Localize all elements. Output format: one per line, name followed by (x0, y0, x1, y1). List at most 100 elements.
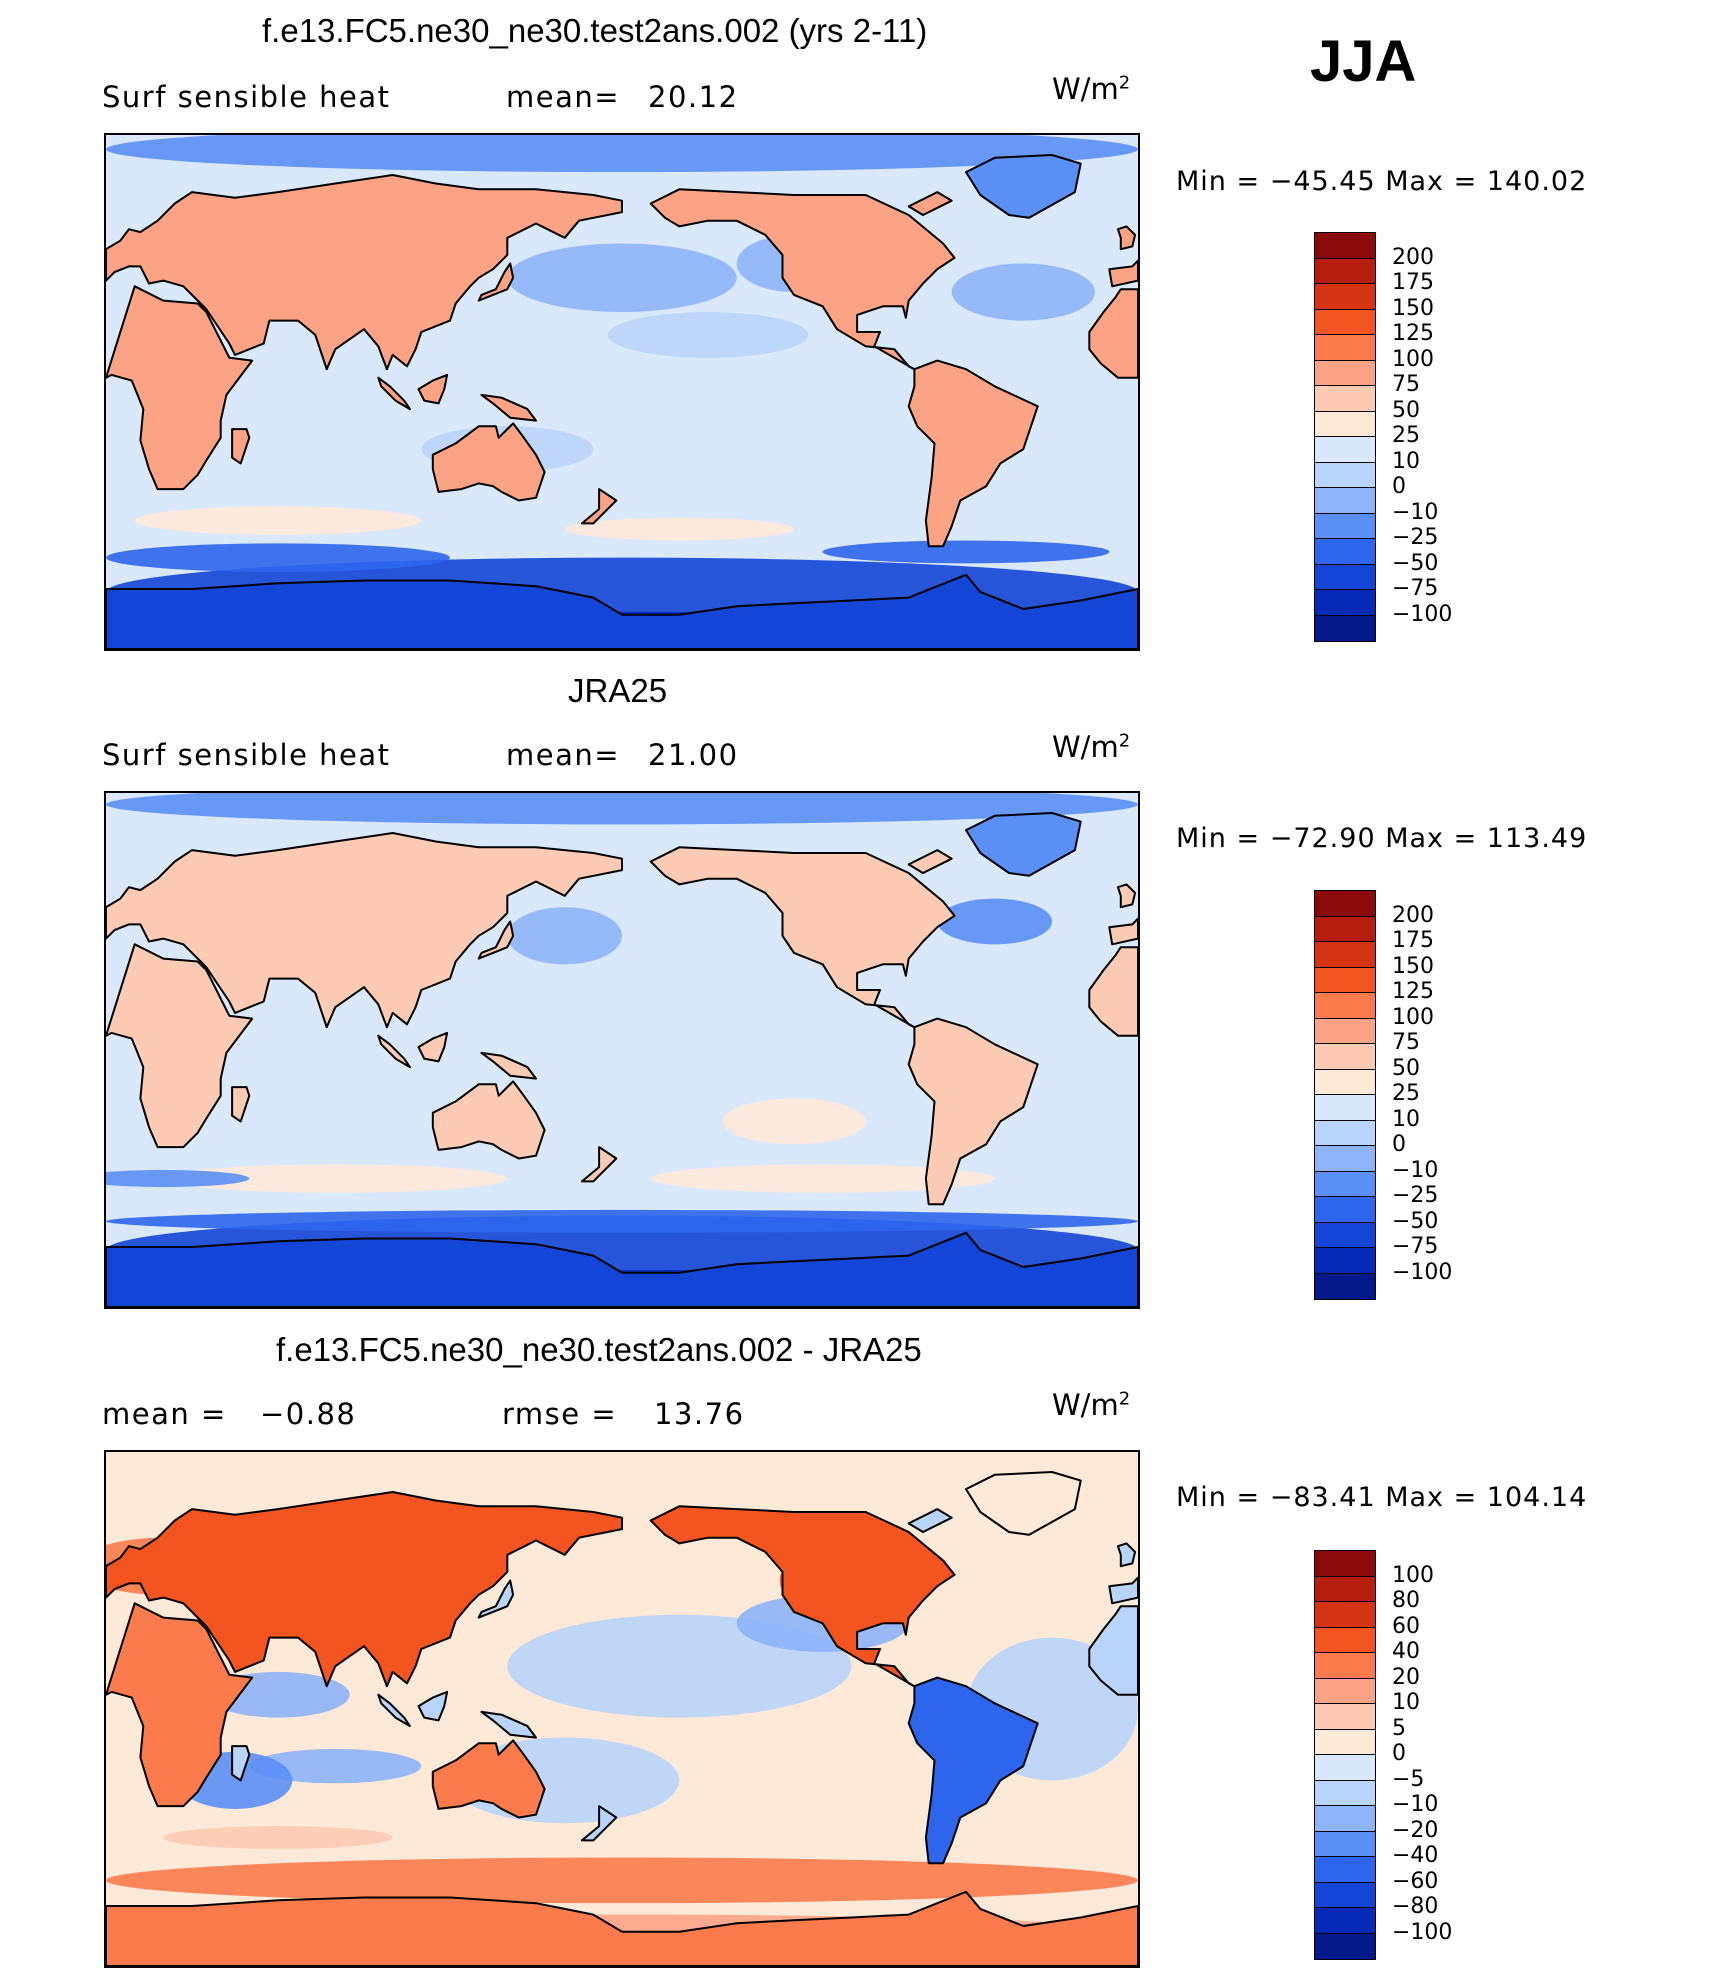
coastline-greenland (965, 1471, 1082, 1536)
panel2-variable-label: Surf sensible heat (102, 738, 391, 772)
colorbar-tick-label: −50 (1392, 550, 1439, 576)
colorbar-tick-label: −10 (1392, 499, 1439, 525)
colorbar-swatch (1315, 1551, 1375, 1577)
coastline-sumatra (377, 1034, 411, 1069)
coastline-westAfrica (1088, 1605, 1138, 1696)
colorbar-tick-label: 5 (1392, 1715, 1406, 1741)
colorbar-tick-label: 80 (1392, 1588, 1420, 1613)
colorbar-tick-label: 0 (1392, 1132, 1406, 1157)
colorbar-tick-label: −20 (1392, 1817, 1439, 1843)
coastline-japan (477, 262, 515, 302)
colorbar-tick-label: 10 (1392, 1106, 1420, 1132)
coastline-northAmerica (649, 188, 956, 371)
coastline-westEurope (1108, 917, 1138, 946)
colorbar-swatch (1315, 1044, 1375, 1070)
colorbar-tick-label: 100 (1392, 346, 1434, 372)
colorbar-swatch (1315, 1678, 1375, 1704)
contour-region (163, 1164, 508, 1193)
colorbar-swatch (1315, 309, 1375, 335)
contour-region (507, 907, 622, 965)
colorbar-tick-label: 75 (1392, 372, 1420, 397)
colorbar-tick-label: −100 (1392, 1919, 1453, 1945)
colorbar-swatch (1315, 539, 1375, 565)
colorbar-tick-label: 50 (1392, 397, 1420, 423)
colorbar-tick-label: −50 (1392, 1208, 1439, 1234)
coastline-eurasia (106, 832, 623, 1029)
colorbar-tick-label: −10 (1392, 1157, 1439, 1183)
panel1-map (104, 133, 1140, 651)
colorbar-swatch (1315, 993, 1375, 1019)
colorbar-tick-label: −75 (1392, 576, 1439, 601)
coastline-uk (1116, 225, 1137, 251)
coastline-uk (1116, 1542, 1137, 1568)
coastline-eurasia (106, 1491, 623, 1688)
colorbar-box (1314, 1550, 1376, 1960)
coastline-borneo (417, 373, 449, 405)
panel3-mean-label: mean = (102, 1397, 227, 1431)
coastline-westAfrica (1088, 288, 1138, 379)
panel1-title: f.e13.FC5.ne30_ne30.test2ans.002 (yrs 2-… (262, 12, 928, 49)
coastline-uk (1116, 883, 1137, 909)
colorbar-swatch (1315, 1908, 1375, 1934)
colorbar-swatch (1315, 1729, 1375, 1755)
colorbar-tick-label: −100 (1392, 1259, 1453, 1285)
colorbar-swatch (1315, 615, 1375, 641)
coastline-northAmerica (649, 1505, 956, 1688)
contour-region (134, 506, 422, 535)
colorbar-tick-label: −25 (1392, 525, 1439, 550)
coastline-antarctica (106, 573, 1138, 649)
coastline-westAfrica (1088, 946, 1138, 1037)
colorbar-tick-label: 100 (1392, 1004, 1434, 1030)
colorbar-swatch (1315, 1248, 1375, 1274)
contour-region (249, 1748, 422, 1784)
colorbar-swatch (1315, 411, 1375, 437)
colorbar-swatch (1315, 1222, 1375, 1248)
colorbar-swatch (1315, 1806, 1375, 1832)
colorbar-swatch (1315, 488, 1375, 514)
colorbar-swatch (1315, 590, 1375, 616)
coastline-westEurope (1108, 259, 1138, 288)
panel1-mean-value: 20.12 (648, 80, 739, 114)
colorbar-tick-label: 0 (1392, 474, 1406, 499)
colorbar-swatch (1315, 1171, 1375, 1197)
coastline-greenland (965, 154, 1082, 219)
coastline-newZealand (580, 1805, 618, 1842)
colorbar-tick-label: 10 (1392, 1690, 1420, 1715)
colorbar-swatch (1315, 513, 1375, 539)
colorbar-swatch (1315, 1602, 1375, 1628)
colorbar-tick-label: −100 (1392, 601, 1453, 627)
colorbar-tick-label: 100 (1392, 1562, 1434, 1588)
colorbar-tick-label: 200 (1392, 244, 1434, 270)
contour-region (722, 1098, 866, 1145)
colorbar-tick-label: −75 (1392, 1234, 1439, 1259)
colorbar-swatch (1315, 258, 1375, 284)
map-canvas (106, 793, 1138, 1307)
coastline-australia (431, 1739, 546, 1819)
colorbar-swatch (1315, 386, 1375, 412)
coastline-borneo (417, 1031, 449, 1063)
panel3-mean-value: −0.88 (260, 1397, 357, 1431)
panel2-title: JRA25 (568, 672, 668, 709)
colorbar-tick-label: 10 (1392, 448, 1420, 474)
colorbar-swatch (1315, 1120, 1375, 1146)
colorbar-swatch (1315, 1576, 1375, 1602)
coastline-southAmerica (907, 359, 1039, 548)
colorbar-tick-label: 125 (1392, 321, 1434, 346)
contour-region (163, 1826, 393, 1849)
colorbar-swatch (1315, 1780, 1375, 1806)
colorbar-tick-label: 60 (1392, 1613, 1420, 1639)
coastline-newZealand (580, 488, 618, 525)
coastline-japan (477, 1579, 515, 1619)
panel3-title: f.e13.FC5.ne30_ne30.test2ans.002 - JRA25 (276, 1331, 922, 1368)
coastline-newGuinea (480, 393, 537, 422)
coastline-baffin (907, 849, 953, 874)
coastline-borneo (417, 1690, 449, 1722)
contour-region (106, 1857, 1138, 1904)
colorbar-swatch (1315, 916, 1375, 942)
colorbar-tick-label: 25 (1392, 1081, 1420, 1106)
coastline-northAmerica (649, 846, 956, 1029)
colorbar-swatch (1315, 942, 1375, 968)
colorbar-swatch (1315, 284, 1375, 310)
coastline-newGuinea (480, 1051, 537, 1080)
colorbar-swatch (1315, 1146, 1375, 1172)
